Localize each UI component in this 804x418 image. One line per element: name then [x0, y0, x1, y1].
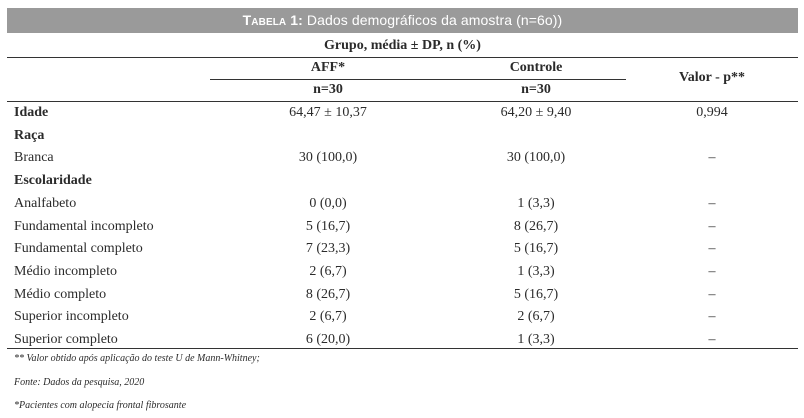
row-value-control: 8 (26,7)	[513, 219, 559, 234]
col-header-control: Controle	[509, 60, 563, 75]
row-label: Analfabeto	[14, 196, 77, 211]
row-value-p: –	[708, 309, 716, 324]
row-value-aff: 64,47 ± 10,37	[289, 105, 367, 120]
row-value-p: –	[708, 196, 716, 211]
row-value-control: 64,20 ± 9,40	[500, 105, 572, 120]
row-value-aff: 8 (26,7)	[305, 287, 351, 302]
row-value-p: 0,994	[696, 105, 728, 120]
footnote-source: Fonte: Dados da pesquisa, 2020	[14, 377, 145, 388]
rule-under-header	[7, 101, 798, 102]
row-label: Médio completo	[14, 287, 107, 302]
row-value-p: –	[708, 219, 716, 234]
row-label: Branca	[14, 150, 54, 165]
row-value-control: 5 (16,7)	[513, 287, 559, 302]
footnote-aff-definition: *Pacientes com alopecia frontal fibrosan…	[14, 400, 187, 411]
row-value-control: 1 (3,3)	[517, 264, 555, 279]
row-value-control: 1 (3,3)	[517, 332, 555, 347]
group-header: Grupo, média ± DP, n (%)	[324, 38, 481, 53]
row-value-p: –	[708, 287, 716, 302]
table-title: Tabela 1: Dados demográficos da amostra …	[7, 8, 798, 33]
row-value-aff: 2 (6,7)	[309, 309, 347, 324]
row-value-control: 30 (100,0)	[506, 150, 566, 165]
col-header-aff-n: n=30	[313, 82, 343, 97]
row-label: Fundamental completo	[14, 241, 143, 256]
row-value-control: 1 (3,3)	[517, 196, 555, 211]
row-value-aff: 0 (0,0)	[309, 196, 347, 211]
rule-table-bottom	[7, 348, 798, 349]
row-value-aff: 30 (100,0)	[298, 150, 358, 165]
col-header-aff: AFF*	[310, 60, 346, 75]
row-value-p: –	[708, 332, 716, 347]
row-label: Médio incompleto	[14, 264, 118, 279]
row-value-aff: 2 (6,7)	[309, 264, 347, 279]
row-label: Superior incompleto	[14, 309, 129, 324]
table-title-text: Dados demográficos da amostra (n=6o))	[306, 12, 563, 28]
row-value-control: 5 (16,7)	[513, 241, 559, 256]
footnote-mann-whitney: ** Valor obtido após aplicação do teste …	[14, 353, 260, 364]
table-title-prefix: Tabela 1:	[242, 12, 303, 28]
row-label: Escolaridade	[14, 173, 92, 188]
rule-under-group-names	[210, 79, 626, 80]
row-label: Idade	[14, 105, 49, 120]
row-label: Fundamental incompleto	[14, 219, 154, 234]
col-header-p-value: Valor - p**	[678, 70, 746, 85]
row-value-p: –	[708, 241, 716, 256]
row-label: Superior completo	[14, 332, 118, 347]
row-value-p: –	[708, 150, 716, 165]
row-value-aff: 7 (23,3)	[305, 241, 351, 256]
row-value-aff: 6 (20,0)	[305, 332, 351, 347]
row-label: Raça	[14, 128, 45, 143]
row-value-control: 2 (6,7)	[517, 309, 555, 324]
row-value-p: –	[708, 264, 716, 279]
rule-under-group-header	[7, 57, 798, 58]
row-value-aff: 5 (16,7)	[305, 219, 351, 234]
col-header-control-n: n=30	[521, 82, 551, 97]
